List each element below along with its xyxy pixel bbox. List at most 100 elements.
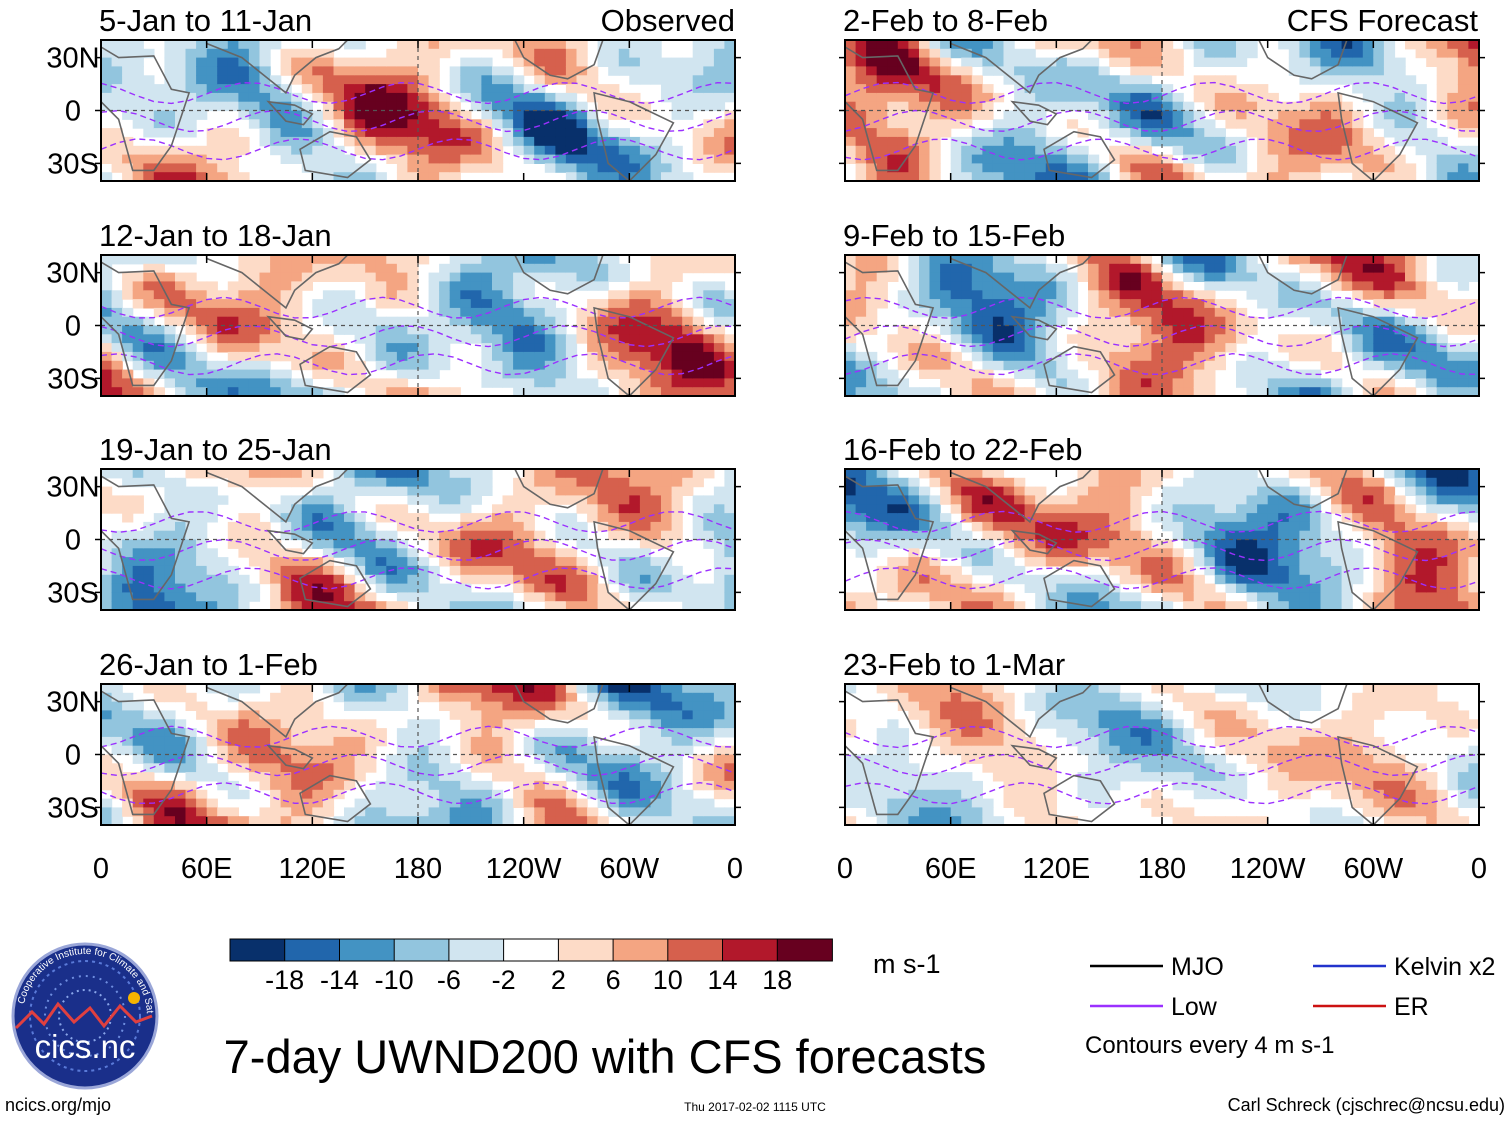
heat-cell	[185, 387, 197, 396]
heat-cell	[534, 701, 546, 711]
heat-cell	[1130, 136, 1142, 147]
heat-cell	[238, 40, 250, 50]
heat-cell	[418, 772, 430, 782]
heat-cell	[206, 163, 218, 173]
heat-cell	[460, 163, 472, 173]
heat-cell	[629, 745, 641, 756]
heat-cell	[1172, 351, 1184, 362]
heat-cell	[523, 772, 535, 782]
heat-cell	[428, 504, 440, 514]
heat-cell	[639, 710, 652, 720]
heat-cell	[1056, 360, 1068, 371]
heat-cell	[1140, 84, 1153, 94]
heat-cell	[322, 66, 335, 76]
heat-cell	[597, 592, 609, 602]
heat-cell	[1172, 263, 1184, 274]
heat-cell	[661, 763, 673, 773]
heat-cell	[418, 477, 430, 488]
coastline	[205, 255, 349, 310]
heat-cell	[238, 684, 250, 694]
heat-cell	[164, 745, 176, 756]
heat-cell	[227, 128, 239, 138]
heat-cell	[428, 763, 440, 773]
heat-cell	[629, 145, 641, 156]
heat-cell	[1172, 92, 1184, 103]
heat-cell	[1405, 84, 1417, 94]
heat-cell	[1405, 369, 1417, 379]
heat-cell	[101, 601, 113, 610]
heat-cell	[1077, 272, 1089, 282]
heat-cell	[1436, 40, 1448, 50]
heat-cell	[238, 299, 250, 309]
heat-cell	[845, 325, 857, 335]
heat-cell	[481, 736, 493, 747]
heat-cell	[1457, 172, 1470, 181]
heat-cell	[206, 334, 218, 344]
heat-cell	[333, 255, 345, 265]
heat-cell	[661, 477, 673, 488]
heat-cell	[703, 66, 715, 76]
heat-cell	[845, 57, 857, 67]
heat-cell	[333, 539, 345, 549]
heat-cell	[897, 154, 909, 164]
heat-cell	[576, 154, 588, 164]
heat-cell	[845, 299, 857, 309]
heat-cell	[1383, 154, 1396, 164]
heat-cell	[724, 136, 735, 147]
heat-cell	[855, 351, 867, 362]
heat-cell	[344, 57, 356, 67]
heat-cell	[1352, 172, 1364, 181]
heat-cell	[386, 574, 398, 585]
heat-cell	[950, 316, 962, 327]
heat-cell	[544, 334, 556, 344]
heat-cell	[259, 521, 271, 532]
heat-cell	[1014, 369, 1026, 379]
heat-cell	[291, 343, 303, 353]
heat-cell	[855, 272, 867, 282]
heat-cell	[1119, 307, 1131, 318]
heat-cell	[101, 255, 113, 265]
heat-cell	[312, 469, 324, 479]
heat-cell	[1331, 263, 1343, 274]
heat-cell	[576, 263, 588, 274]
heat-cell	[375, 557, 387, 567]
heat-cell	[597, 272, 609, 282]
heat-cell	[565, 351, 578, 362]
heat-cell	[259, 119, 271, 129]
heat-cell	[322, 172, 335, 181]
heat-cell	[513, 316, 525, 327]
heat-cell	[1415, 360, 1427, 371]
heat-cell	[1457, 48, 1470, 59]
heat-cell	[608, 101, 620, 112]
heat-cell	[639, 40, 652, 50]
heat-cell	[164, 255, 176, 265]
heat-cell	[692, 477, 704, 488]
heat-cell	[1066, 154, 1079, 164]
heat-cell	[1236, 272, 1248, 282]
heat-cell	[1383, 272, 1396, 282]
heat-cell	[534, 154, 546, 164]
heat-cell	[1415, 369, 1427, 379]
heat-cell	[650, 136, 662, 147]
heat-cell	[1267, 128, 1279, 138]
heat-cell	[132, 798, 144, 808]
heat-cell	[1267, 378, 1279, 388]
heat-cell	[940, 110, 952, 120]
heat-cell	[206, 684, 218, 694]
heat-cell	[470, 780, 482, 791]
heat-cell	[650, 710, 662, 720]
heat-cell	[344, 92, 356, 103]
heat-cell	[587, 255, 599, 265]
heat-cell	[248, 299, 261, 309]
heat-cell	[713, 745, 726, 756]
heat-cell	[992, 299, 1005, 309]
heat-cell	[961, 75, 973, 85]
heat-cell	[132, 565, 144, 576]
heat-cell	[1014, 360, 1026, 371]
heat-cell	[1193, 255, 1205, 265]
heat-cell	[724, 48, 735, 59]
heat-cell	[608, 710, 620, 720]
heat-cell	[418, 154, 430, 164]
heat-cell	[855, 136, 867, 147]
heat-cell	[280, 101, 292, 112]
